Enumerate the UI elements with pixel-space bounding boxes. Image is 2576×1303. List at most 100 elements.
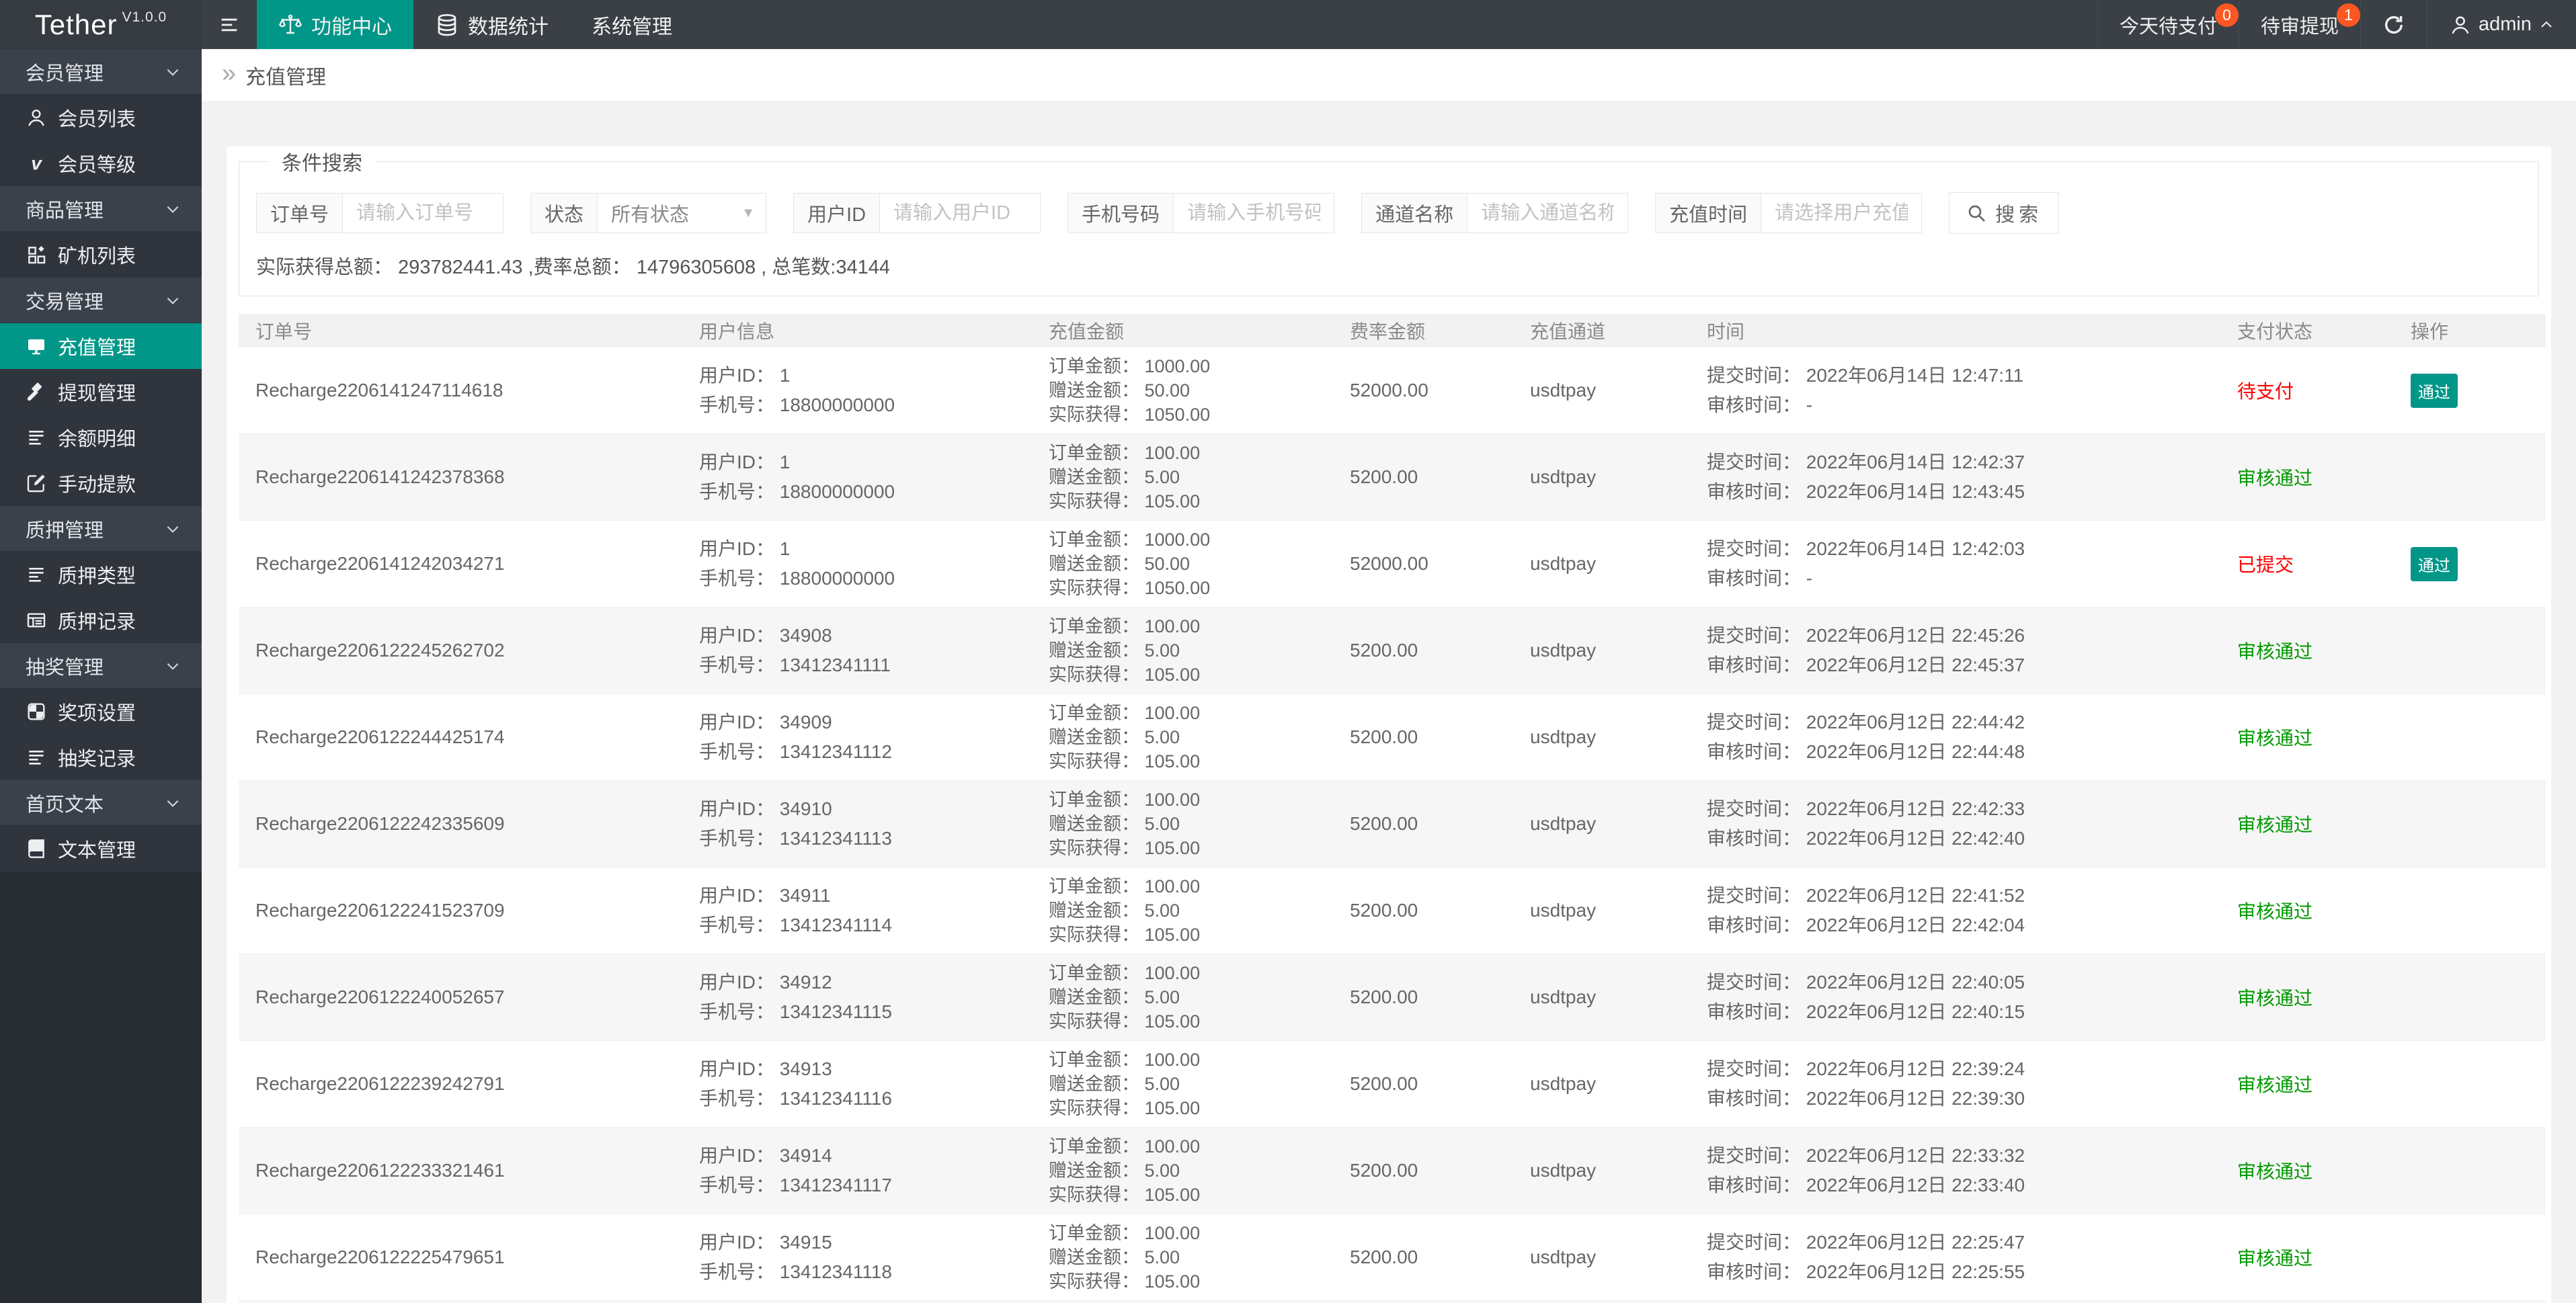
audit-time-line: 审核时间： 2022年06月14日 12:43:45 [1707, 481, 2025, 502]
phone-line: 手机号： 13412341117 [699, 1175, 892, 1195]
top-nav-tab-2[interactable]: 数据统计 [413, 0, 570, 49]
approve-button[interactable]: 通过 [2411, 373, 2458, 408]
order-no-cell: Recharge2206122242335609 [239, 780, 682, 868]
table-icon [26, 610, 47, 631]
status-badge: 审核通过 [2237, 468, 2313, 489]
status-select[interactable]: 所有状态 ▼ [598, 194, 766, 233]
sidebar-group-4[interactable]: 质押管理 [0, 506, 202, 552]
actual-amount-line: 实际获得： 105.00 [1049, 491, 1201, 511]
phone-line: 手机号： 18800000000 [699, 481, 895, 502]
fee-amount-cell: 5200.00 [1333, 1127, 1513, 1214]
top-nav-tab-1[interactable]: 功能中心 [257, 0, 413, 49]
sidebar-item-1-1[interactable]: 会员列表 [0, 95, 202, 140]
sidebar-item-label: 抽奖记录 [58, 749, 136, 770]
sidebar-item-label: 文本管理 [58, 840, 136, 861]
sidebar-item-1-2[interactable]: v 会员等级 [0, 140, 202, 186]
sidebar-group-1[interactable]: 会员管理 [0, 49, 202, 95]
gavel-icon [26, 381, 47, 403]
sidebar-item-5-2[interactable]: 抽奖记录 [0, 734, 202, 780]
recharge-amount-cell: 订单金额： 100.00 赠送金额： 5.00 实际获得： 105.00 [1032, 867, 1333, 954]
sidebar-item-6-1[interactable]: 文本管理 [0, 826, 202, 872]
top-nav-tab-label: 数据统计 [468, 15, 549, 38]
sidebar-item-3-2[interactable]: 提现管理 [0, 369, 202, 415]
sidebar-group-2[interactable]: 商品管理 [0, 186, 202, 232]
sidebar: 会员管理 会员列表 v 会员等级 商品管理 矿机列表交易管理充值管理 提现管理 余额明细 手动提… [0, 49, 202, 1303]
top-navigation: 功能中心 数据统计 系统管理 [257, 0, 694, 49]
search-button[interactable]: 搜索 [1949, 192, 2060, 234]
table-row: Recharge2206122225479651 用户ID： 34915 手机号： … [239, 1214, 2546, 1301]
filter-group-4: 手机号码 [1068, 193, 1335, 233]
sidebar-item-5-1[interactable]: 奖项设置 [0, 689, 202, 734]
actual-amount-line: 实际获得： 105.00 [1049, 925, 1201, 945]
phone-line: 手机号： 13412341112 [699, 741, 892, 762]
today-pending-pay[interactable]: 今天待支付 0 [2097, 0, 2239, 49]
phone-line: 手机号： 13412341118 [699, 1261, 892, 1282]
sidebar-item-3-3[interactable]: 余额明细 [0, 415, 202, 460]
sidebar-item-label: 质押类型 [58, 566, 136, 587]
column-header-3: 充值金额 [1032, 314, 1333, 347]
table-header-row: 订单号 用户信息 充值金额 费率金额 充值通道 时间 支付状态 操作 [239, 314, 2546, 347]
order-amount-line: 订单金额： 100.00 [1049, 1050, 1201, 1070]
table-row: Recharge2206122233321461 用户ID： 34914 手机号： … [239, 1127, 2546, 1214]
filter-input-3[interactable] [880, 194, 1041, 233]
phone-line: 手机号： 13412341111 [699, 655, 891, 675]
top-nav-tab-3[interactable]: 系统管理 [570, 0, 694, 49]
approve-button[interactable]: 通过 [2411, 546, 2458, 581]
user-id-line: 用户ID： 34914 [699, 1145, 832, 1166]
actual-amount-line: 实际获得： 105.00 [1049, 1098, 1201, 1118]
sidebar-group-3[interactable]: 交易管理 [0, 278, 202, 323]
column-header-2: 用户信息 [682, 314, 1032, 347]
sidebar-group-6[interactable]: 首页文本 [0, 780, 202, 826]
audit-time-line: 审核时间： - [1707, 568, 1813, 589]
audit-time-line: 审核时间： 2022年06月12日 22:33:40 [1707, 1175, 2025, 1195]
sidebar-item-label: 质押记录 [58, 612, 136, 633]
filter-input-5[interactable] [1467, 194, 1628, 233]
fee-amount-cell: 5200.00 [1333, 780, 1513, 868]
pending-withdraw[interactable]: 待审提现 1 [2238, 0, 2360, 49]
today-pending-pay-label: 今天待支付 [2119, 15, 2217, 38]
submit-time-line: 提交时间： 2022年06月14日 12:42:03 [1707, 538, 2025, 559]
refresh-button[interactable] [2360, 0, 2427, 49]
sidebar-toggle-button[interactable] [202, 0, 257, 49]
fee-amount-cell: 5200.00 [1333, 433, 1513, 521]
filter-group-2: 状态 所有状态 ▼ [530, 193, 767, 233]
phone-line: 手机号： 13412341113 [699, 828, 892, 849]
user-id-line: 用户ID： 34913 [699, 1058, 832, 1079]
filter-label: 通道名称 [1362, 194, 1468, 233]
sidebar-group-title: 交易管理 [26, 291, 104, 313]
time-cell: 提交时间： 2022年06月12日 22:45:26 审核时间： 2022年06月… [1690, 607, 2220, 694]
channel-cell: usdtpay [1513, 693, 1690, 781]
actual-amount-line: 实际获得： 105.00 [1049, 1271, 1201, 1292]
filter-input-4[interactable] [1174, 194, 1334, 233]
channel-cell: usdtpay [1513, 867, 1690, 954]
filter-input-1[interactable] [343, 194, 504, 233]
gift-amount-line: 赠送金额： 5.00 [1049, 900, 1180, 921]
person-icon [2449, 13, 2472, 36]
chevron-down-icon [164, 200, 182, 218]
recharge-amount-cell: 订单金额： 100.00 赠送金额： 5.00 实际获得： 105.00 [1032, 433, 1333, 521]
time-cell: 提交时间： 2022年06月12日 22:39:24 审核时间： 2022年06月… [1690, 1040, 2220, 1128]
sidebar-group-5[interactable]: 抽奖管理 [0, 643, 202, 689]
action-cell: 通过 [2394, 520, 2546, 607]
time-cell: 提交时间： 2022年06月12日 22:25:47 审核时间： 2022年06月… [1690, 1214, 2220, 1301]
sidebar-item-3-4[interactable]: 手动提款 [0, 460, 202, 506]
user-icon [26, 107, 47, 128]
sidebar-item-2-1[interactable]: 矿机列表 [0, 232, 202, 278]
channel-cell: usdtpay [1513, 1214, 1690, 1301]
filter-input-6[interactable] [1761, 194, 1922, 233]
edit-icon [26, 472, 47, 494]
submit-time-line: 提交时间： 2022年06月14日 12:47:11 [1707, 365, 2024, 386]
sidebar-item-3-1[interactable]: 充值管理 [0, 323, 202, 369]
username: admin [2479, 13, 2532, 35]
user-id-line: 用户ID： 34911 [699, 885, 831, 906]
sidebar-item-4-1[interactable]: 质押类型 [0, 552, 202, 597]
actual-amount-line: 实际获得： 105.00 [1049, 751, 1201, 771]
chevron-down-icon [164, 794, 182, 812]
actual-amount-line: 实际获得： 105.00 [1049, 1185, 1201, 1205]
order-amount-line: 订单金额： 100.00 [1049, 963, 1201, 983]
sidebar-item-4-2[interactable]: 质押记录 [0, 597, 202, 643]
filter-label: 用户ID [794, 194, 881, 233]
user-menu[interactable]: admin [2427, 0, 2576, 49]
